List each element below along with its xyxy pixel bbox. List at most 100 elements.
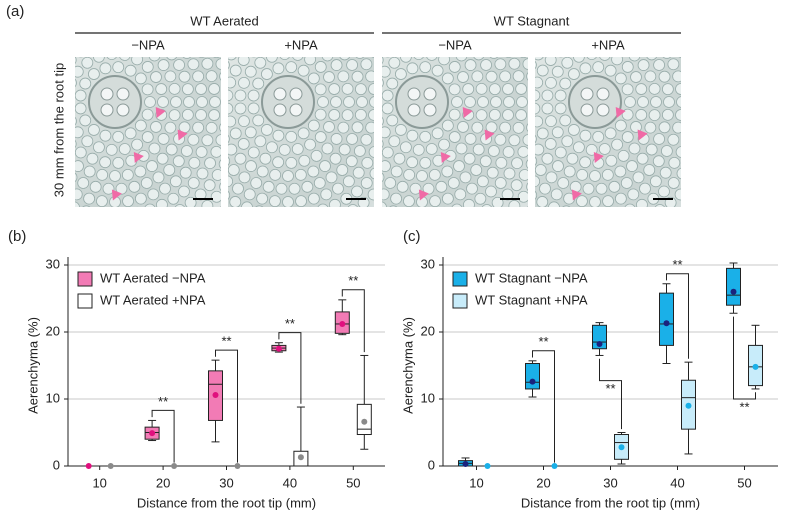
cell bbox=[658, 121, 671, 134]
cell bbox=[627, 188, 640, 201]
cell bbox=[431, 127, 444, 140]
cell bbox=[152, 171, 165, 184]
cell bbox=[678, 57, 681, 58]
cell bbox=[314, 16, 325, 27]
cell bbox=[413, 209, 424, 220]
cell bbox=[689, 110, 700, 121]
cell bbox=[173, 37, 184, 48]
cell bbox=[342, 175, 355, 188]
cell bbox=[170, 40, 181, 51]
cell bbox=[540, 34, 551, 45]
cell bbox=[400, 208, 411, 219]
cell bbox=[526, 72, 528, 81]
cell bbox=[488, 108, 501, 121]
cell bbox=[684, 13, 695, 24]
cell bbox=[728, 83, 739, 94]
cell bbox=[464, 96, 476, 108]
cell bbox=[616, 206, 619, 207]
cell bbox=[146, 160, 158, 172]
cell bbox=[519, 0, 530, 3]
cell bbox=[426, 209, 437, 220]
cell bbox=[305, 234, 316, 245]
cell bbox=[382, 201, 387, 207]
cell bbox=[417, 23, 428, 34]
cell bbox=[702, 84, 713, 95]
cell bbox=[318, 18, 329, 29]
cell bbox=[343, 96, 355, 108]
x-tick-label: 30 bbox=[603, 475, 617, 490]
cell bbox=[323, 71, 335, 83]
cell bbox=[369, 213, 380, 224]
cell bbox=[628, 57, 641, 62]
cell bbox=[457, 71, 469, 83]
cell bbox=[336, 211, 347, 222]
cell bbox=[325, 30, 336, 41]
cell bbox=[441, 192, 454, 205]
micrograph bbox=[509, 0, 739, 233]
cell bbox=[328, 109, 341, 121]
cell bbox=[412, 46, 423, 57]
cell bbox=[157, 96, 169, 108]
cell bbox=[172, 155, 185, 168]
cell bbox=[535, 143, 545, 156]
cell bbox=[37, 84, 48, 95]
cell bbox=[33, 212, 44, 223]
cell bbox=[707, 22, 718, 33]
cell bbox=[353, 26, 364, 37]
cell bbox=[182, 57, 192, 59]
cell bbox=[292, 57, 304, 61]
cell bbox=[522, 58, 528, 70]
cell bbox=[559, 114, 572, 127]
cell bbox=[554, 217, 565, 228]
cell bbox=[435, 180, 448, 193]
cell bbox=[88, 124, 100, 136]
cell bbox=[178, 70, 191, 83]
cell bbox=[682, 58, 693, 69]
cell bbox=[719, 147, 730, 158]
cell bbox=[590, 0, 601, 8]
cell bbox=[675, 146, 681, 158]
cell bbox=[700, 181, 711, 192]
cell bbox=[512, 121, 525, 134]
cell bbox=[307, 72, 320, 85]
treatment-label: +NPA bbox=[284, 37, 318, 52]
significance-label: ** bbox=[158, 394, 168, 409]
cell bbox=[513, 212, 524, 223]
cell bbox=[436, 12, 447, 23]
cell bbox=[112, 157, 125, 169]
vessel bbox=[580, 103, 594, 117]
cell bbox=[675, 109, 681, 121]
cell bbox=[118, 143, 131, 155]
cell bbox=[643, 164, 656, 176]
cell bbox=[0, 153, 8, 164]
cell bbox=[559, 77, 572, 90]
cell bbox=[208, 109, 221, 121]
cell bbox=[44, 219, 55, 230]
cell bbox=[237, 138, 250, 150]
cell bbox=[551, 126, 564, 139]
cell bbox=[157, 59, 170, 71]
cell bbox=[420, 222, 431, 233]
panel-label: (b) bbox=[8, 228, 26, 245]
cell bbox=[624, 203, 636, 207]
cell bbox=[509, 0, 520, 11]
cell bbox=[464, 227, 475, 238]
cell bbox=[289, 10, 300, 21]
cell bbox=[62, 213, 73, 224]
cell bbox=[195, 83, 207, 95]
cell bbox=[448, 61, 461, 73]
mean bbox=[149, 430, 156, 437]
cell bbox=[728, 110, 739, 121]
cell bbox=[626, 160, 638, 172]
cell bbox=[719, 46, 730, 57]
cell bbox=[339, 57, 350, 61]
cell bbox=[580, 222, 591, 233]
cell bbox=[654, 204, 665, 207]
cell bbox=[599, 57, 611, 61]
cell bbox=[134, 119, 147, 132]
cell bbox=[187, 133, 200, 146]
cell bbox=[390, 192, 403, 205]
cell bbox=[93, 141, 105, 154]
cell bbox=[413, 57, 424, 61]
mean bbox=[361, 418, 368, 425]
